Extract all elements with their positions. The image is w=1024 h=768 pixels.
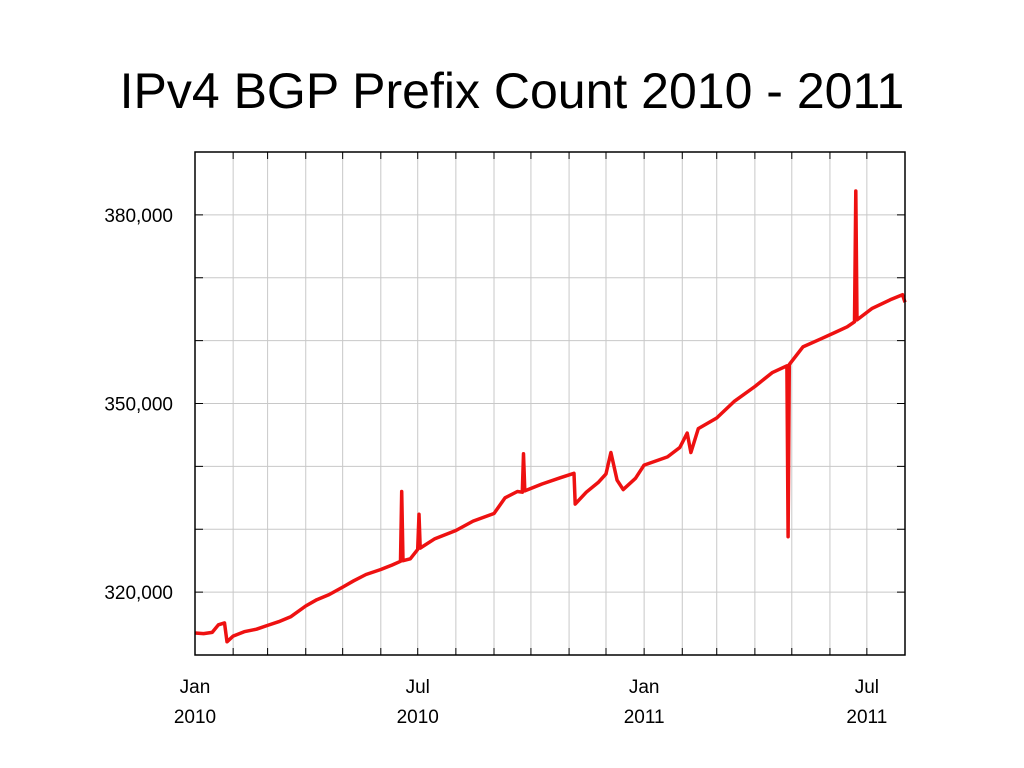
series-line bbox=[194, 189, 907, 644]
y-tick-label: 350,000 bbox=[104, 395, 173, 416]
x-tick-label: Jul 2011 bbox=[846, 677, 887, 728]
chart-series bbox=[194, 189, 907, 644]
chart-tick-labels: 320,000 350,000 380,000 Jan 2010 Jul 2010 Jan 20… bbox=[104, 206, 887, 728]
y-tick-label: 320,000 bbox=[104, 583, 173, 604]
x-tick-label: Jan 2010 bbox=[174, 677, 216, 728]
x-tick-label: Jul 2010 bbox=[397, 677, 439, 728]
y-tick-label: 380,000 bbox=[104, 206, 173, 227]
chart-ticks bbox=[194, 151, 906, 656]
slide-title: IPv4 BGP Prefix Count 2010 - 2011 bbox=[119, 63, 905, 119]
plot-area-border bbox=[194, 151, 906, 656]
chart-grid bbox=[194, 151, 906, 656]
x-tick-label: Jan 2011 bbox=[624, 677, 665, 728]
